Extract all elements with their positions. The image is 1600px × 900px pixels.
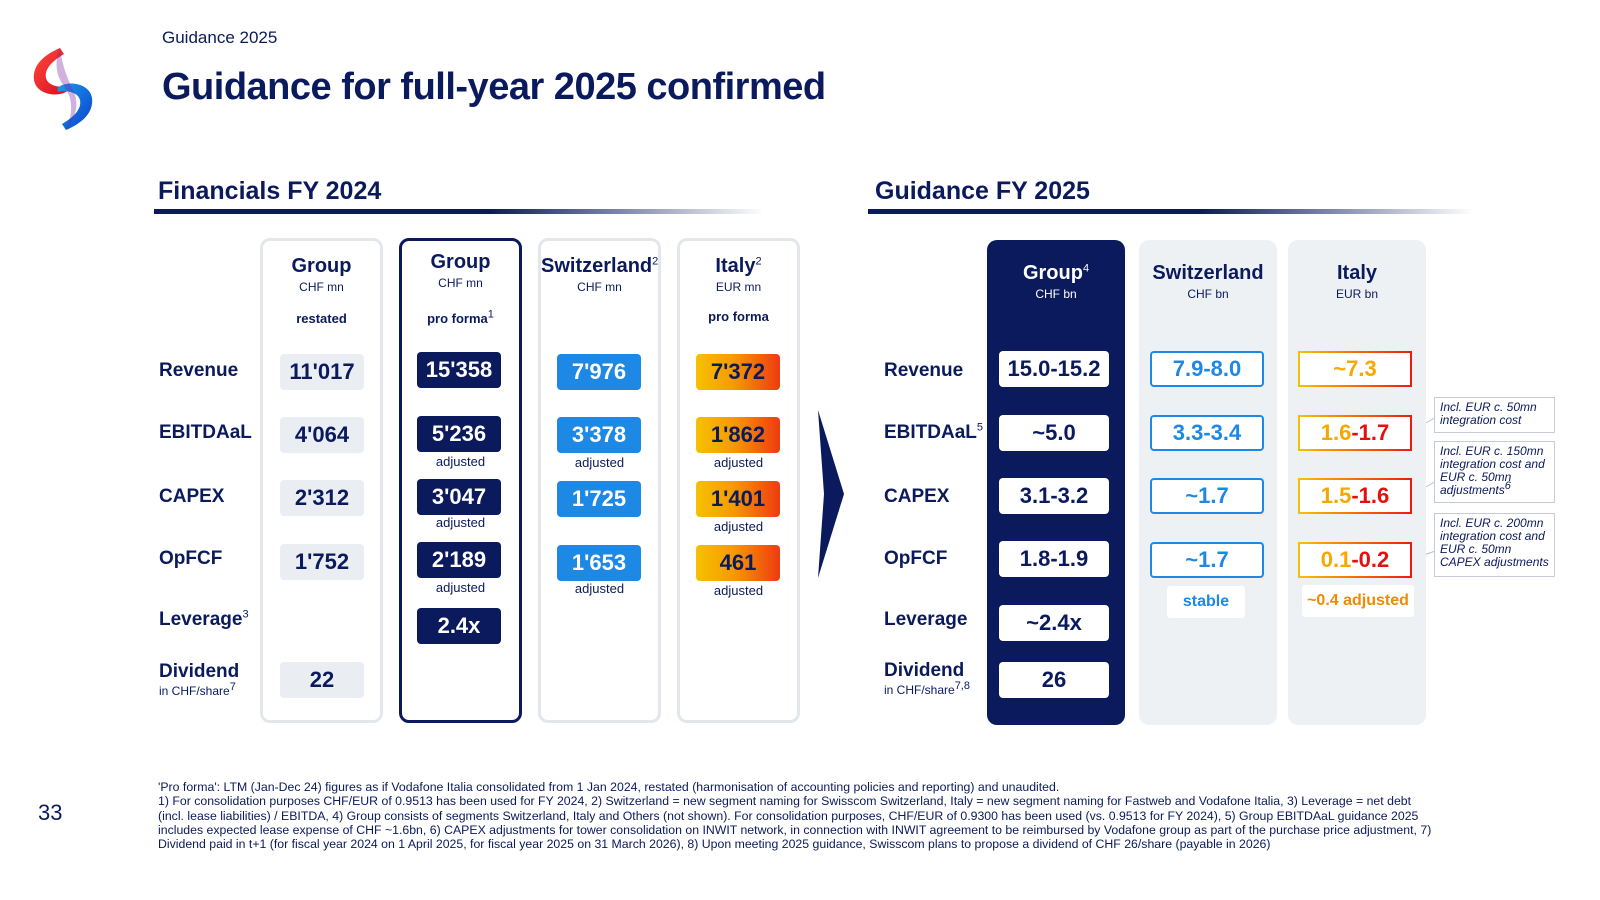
value-revenue: 11'017 bbox=[280, 354, 364, 390]
value-capex: 1'725 bbox=[557, 481, 641, 517]
column-title: Group bbox=[291, 255, 352, 277]
column-unit: CHF bn bbox=[1187, 287, 1229, 301]
financials-section-title: Financials FY 2024 bbox=[158, 177, 382, 205]
column-italy-2024: Italy2 EUR mn pro forma 7'372 1'862 adju… bbox=[677, 238, 800, 723]
value-ebitdaal: 4'064 bbox=[280, 417, 364, 453]
column-title: Italy bbox=[1336, 262, 1378, 284]
column-title: Group bbox=[430, 251, 491, 273]
row-label-revenue: Revenue bbox=[159, 360, 239, 381]
value-capex: ~1.7 bbox=[1150, 478, 1264, 514]
footnote-pro-forma: 'Pro forma': LTM (Jan-Dec 24) figures as… bbox=[158, 780, 1060, 794]
adjusted-note: adjusted bbox=[435, 515, 486, 530]
column-guidance-group: Group4 CHF bn 15.0-15.2 ~5.0 3.1-3.2 1.8… bbox=[987, 240, 1125, 725]
adjusted-note: adjusted bbox=[435, 580, 486, 595]
value-leverage: 2.4x bbox=[417, 608, 501, 644]
value-opfcf: ~1.7 bbox=[1150, 542, 1264, 578]
guidance-row-label-capex: CAPEX bbox=[884, 486, 950, 507]
guidance-row-label-ebitdaal: EBITDAaL5 bbox=[884, 421, 984, 443]
swisscom-logo bbox=[33, 48, 93, 130]
value-opfcf: 1.8-1.9 bbox=[999, 541, 1109, 577]
value-opfcf: 2'189 bbox=[417, 542, 501, 578]
column-unit: CHF bn bbox=[1035, 287, 1077, 301]
value-revenue: 15.0-15.2 bbox=[999, 351, 1109, 387]
value-opfcf: 461 bbox=[696, 545, 780, 581]
adjusted-note: adjusted bbox=[713, 455, 764, 470]
value-revenue: 7'372 bbox=[696, 354, 780, 390]
adjusted-badge: ~0.4 adjusted bbox=[1302, 585, 1414, 617]
column-tag: restated bbox=[296, 311, 347, 326]
adjusted-note: adjusted bbox=[574, 455, 625, 470]
row-label-ebitdaal: EBITDAaL bbox=[159, 422, 252, 443]
adjusted-note: adjusted bbox=[574, 581, 625, 596]
row-label-dividend: Dividend bbox=[159, 661, 240, 682]
value-ebitdaal: ~5.0 bbox=[999, 415, 1109, 451]
column-guidance-italy: Italy EUR bn ~7.3 1.6 -1.7 1.5 -1.6 0.1 -0.… bbox=[1288, 240, 1426, 725]
value-revenue: ~7.3 bbox=[1298, 351, 1412, 387]
value-dividend: 22 bbox=[280, 662, 364, 698]
column-guidance-switzerland: Switzerland CHF bn 7.9-8.0 3.3-3.4 ~1.7 … bbox=[1139, 240, 1277, 725]
column-tag: pro forma1 bbox=[427, 308, 494, 326]
guidance-row-label-revenue: Revenue bbox=[884, 360, 964, 381]
row-label-leverage: Leverage3 bbox=[159, 608, 249, 630]
column-unit: CHF mn bbox=[577, 280, 622, 294]
column-unit: CHF mn bbox=[299, 280, 344, 294]
stable-badge: stable bbox=[1167, 586, 1245, 618]
value-ebitdaal: 3'378 bbox=[557, 417, 641, 453]
page-number: 33 bbox=[38, 800, 63, 825]
column-title: Italy2 bbox=[715, 255, 762, 277]
arrow-right-icon bbox=[818, 410, 844, 578]
value-capex: 1.5 -1.6 bbox=[1298, 478, 1412, 514]
guidance-row-sublabel-dividend: in CHF/share7,8 bbox=[884, 680, 970, 698]
guidance-section-title: Guidance FY 2025 bbox=[875, 177, 1090, 205]
value-ebitdaal: 1.6 -1.7 bbox=[1298, 415, 1412, 451]
column-unit: CHF mn bbox=[438, 276, 483, 290]
adjusted-note: adjusted bbox=[435, 454, 486, 469]
column-title: Switzerland bbox=[1152, 262, 1264, 284]
column-unit: EUR bn bbox=[1335, 287, 1379, 301]
adjusted-note: adjusted bbox=[713, 583, 764, 598]
row-label-capex: CAPEX bbox=[159, 486, 225, 507]
footnotes: 'Pro forma': LTM (Jan-Dec 24) figures as… bbox=[158, 780, 1438, 851]
value-opfcf: 1'653 bbox=[557, 545, 641, 581]
column-switzerland-2024: Switzerland2 CHF mn 7'976 3'378 adjusted… bbox=[538, 238, 661, 723]
value-ebitdaal: 1'862 bbox=[696, 417, 780, 453]
column-unit: EUR mn bbox=[715, 280, 762, 294]
row-label-opfcf: OpFCF bbox=[159, 548, 223, 569]
financials-section-rule bbox=[154, 209, 764, 214]
guidance-row-label-dividend: Dividend bbox=[884, 660, 965, 681]
value-opfcf: 0.1 -0.2 bbox=[1298, 542, 1412, 578]
guidance-row-label-leverage: Leverage bbox=[884, 609, 968, 630]
value-opfcf: 1'752 bbox=[280, 544, 364, 580]
value-capex: 2'312 bbox=[280, 480, 364, 516]
row-sublabel-dividend: in CHF/share7 bbox=[159, 681, 236, 699]
column-title: Switzerland2 bbox=[541, 255, 659, 277]
value-ebitdaal: 3.3-3.4 bbox=[1150, 415, 1264, 451]
column-group-restated: Group CHF mn restated 11'017 4'064 2'312… bbox=[260, 238, 383, 723]
value-dividend: 26 bbox=[999, 662, 1109, 698]
column-tag: pro forma bbox=[708, 309, 769, 324]
value-revenue: 15'358 bbox=[417, 352, 501, 388]
note-ebitdaal-integration: Incl. EUR c. 50mn integration cost bbox=[1434, 397, 1555, 433]
slide-kicker: Guidance 2025 bbox=[162, 28, 278, 47]
note-capex-integration: Incl. EUR c. 150mn integration cost and … bbox=[1434, 441, 1555, 503]
guidance-row-label-opfcf: OpFCF bbox=[884, 548, 948, 569]
value-capex: 3.1-3.2 bbox=[999, 478, 1109, 514]
column-title: Group4 bbox=[1022, 262, 1090, 284]
footnote-details: 1) For consolidation purposes CHF/EUR of… bbox=[158, 794, 1432, 852]
value-leverage: ~2.4x bbox=[999, 605, 1109, 641]
slide-title: Guidance for full-year 2025 confirmed bbox=[162, 66, 826, 108]
value-ebitdaal: 5'236 bbox=[417, 416, 501, 452]
value-revenue: 7'976 bbox=[557, 354, 641, 390]
note-opfcf-integration: Incl. EUR c. 200mn integration cost and … bbox=[1434, 513, 1555, 577]
value-capex: 3'047 bbox=[417, 479, 501, 515]
adjusted-note: adjusted bbox=[713, 519, 764, 534]
column-group-pro-forma: Group CHF mn pro forma1 15'358 5'236 adj… bbox=[399, 238, 522, 723]
guidance-section-rule bbox=[868, 209, 1473, 214]
value-revenue: 7.9-8.0 bbox=[1150, 351, 1264, 387]
value-capex: 1'401 bbox=[696, 481, 780, 517]
